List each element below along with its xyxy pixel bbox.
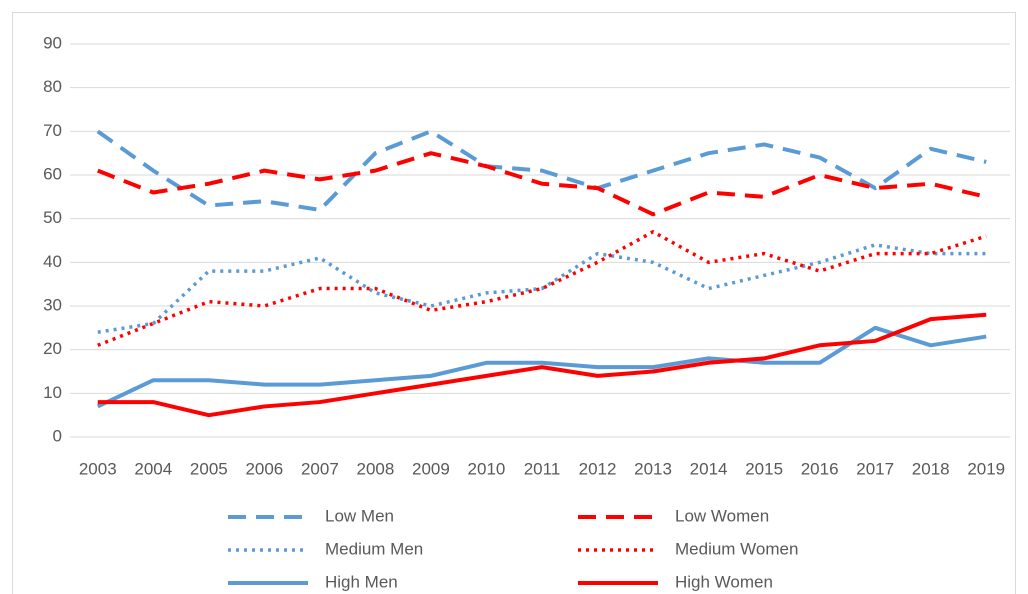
x-tick-label: 2012 bbox=[579, 459, 617, 478]
series-line bbox=[97, 243, 987, 334]
legend-label: Low Men bbox=[325, 506, 394, 525]
legend-label: Low Women bbox=[675, 506, 769, 525]
legend-label: Medium Men bbox=[325, 539, 423, 558]
y-tick-label: 60 bbox=[43, 164, 62, 183]
x-tick-label: 2010 bbox=[468, 459, 506, 478]
legend-label: High Women bbox=[675, 572, 773, 591]
x-tick-label: 2005 bbox=[190, 459, 228, 478]
x-tick-label: 2017 bbox=[856, 459, 894, 478]
x-tick-label: 2016 bbox=[801, 459, 839, 478]
x-tick-label: 2015 bbox=[745, 459, 783, 478]
x-tick-label: 2009 bbox=[412, 459, 450, 478]
y-tick-label: 20 bbox=[43, 339, 62, 358]
y-tick-label: 80 bbox=[43, 77, 62, 96]
x-tick-label: 2018 bbox=[912, 459, 950, 478]
legend-label: Medium Women bbox=[675, 539, 798, 558]
x-tick-label: 2007 bbox=[301, 459, 339, 478]
y-tick-label: 50 bbox=[43, 208, 62, 227]
x-tick-label: 2006 bbox=[245, 459, 283, 478]
y-tick-label: 0 bbox=[53, 426, 62, 445]
series-line bbox=[96, 325, 987, 409]
x-tick-label: 2008 bbox=[356, 459, 394, 478]
y-tick-label: 40 bbox=[43, 252, 62, 271]
x-tick-label: 2003 bbox=[79, 459, 117, 478]
series-line bbox=[97, 151, 987, 217]
x-tick-label: 2011 bbox=[524, 459, 561, 478]
x-tick-label: 2014 bbox=[690, 459, 728, 478]
y-tick-label: 90 bbox=[43, 33, 62, 52]
y-tick-label: 10 bbox=[43, 383, 62, 402]
legend-label: High Men bbox=[325, 572, 398, 591]
x-tick-label: 2019 bbox=[967, 459, 1005, 478]
y-tick-label: 30 bbox=[43, 295, 62, 314]
chart-border bbox=[12, 12, 1016, 594]
x-tick-label: 2013 bbox=[634, 459, 672, 478]
series-line bbox=[97, 312, 987, 418]
x-tick-label: 2004 bbox=[134, 459, 172, 478]
y-tick-label: 70 bbox=[43, 121, 62, 140]
series-line bbox=[96, 129, 987, 212]
